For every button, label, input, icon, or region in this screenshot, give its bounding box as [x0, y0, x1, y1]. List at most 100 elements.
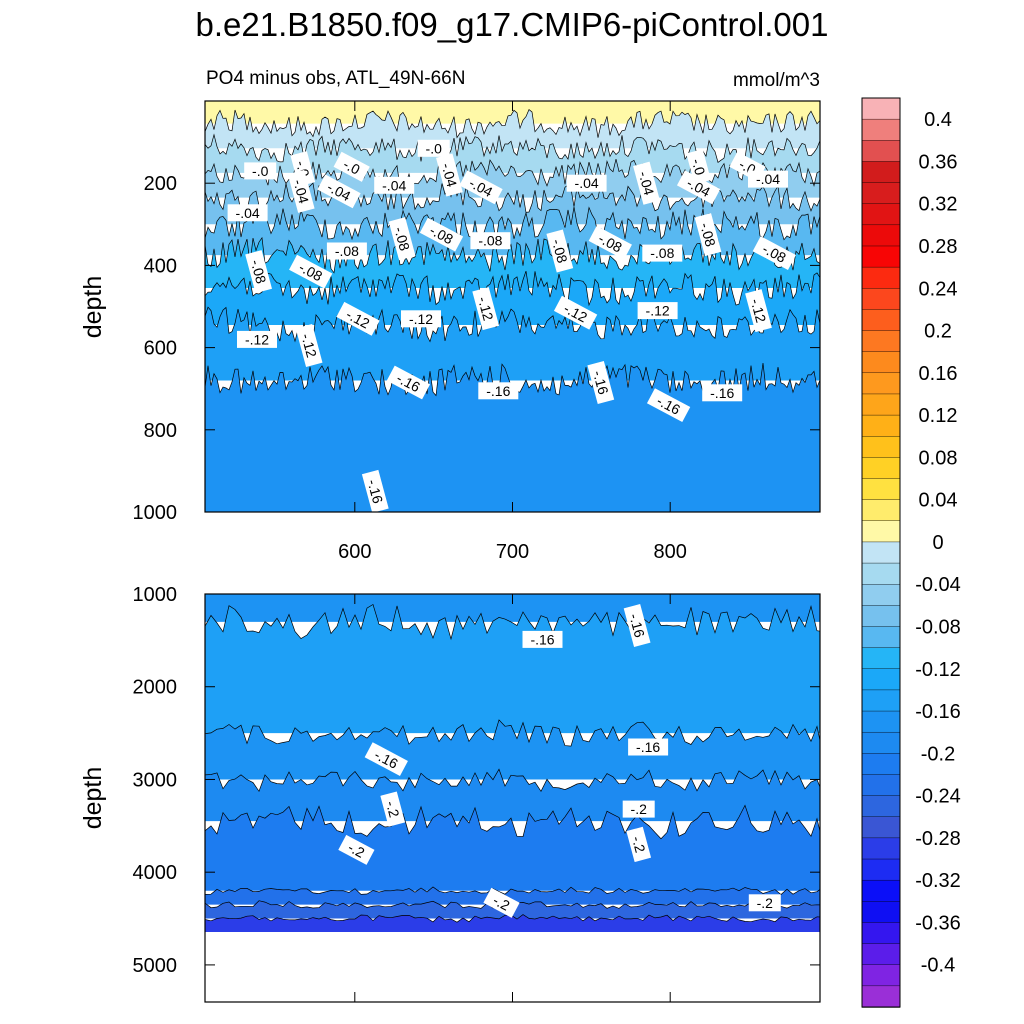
contour-label-text: -.04 [439, 161, 461, 189]
contour-label-box [417, 139, 450, 157]
contour-label: -.08 [470, 232, 511, 250]
contour-label: -.04 [566, 174, 607, 192]
contour-label-box [326, 242, 367, 260]
contour-band [205, 719, 820, 780]
contour-line [205, 270, 820, 307]
contour-label-text: -.04 [382, 177, 406, 193]
colorbar-segment [861, 266, 901, 289]
colorbar-segment [861, 858, 901, 881]
upper-subtitle: PO4 minus obs, ATL_49N-66N [206, 68, 465, 89]
contour-label-text: -.08 [391, 225, 413, 253]
contour-band [205, 805, 820, 891]
contour-label-box [587, 360, 615, 405]
contour-label-box [227, 204, 268, 222]
contour-label-box [522, 630, 563, 648]
contour-label-box [401, 310, 441, 328]
contour-label-text: -.08 [549, 237, 571, 265]
colorbar-label: 0 [932, 532, 943, 554]
contour-label-box [245, 250, 272, 294]
contour-label-text: -.12 [748, 297, 770, 325]
contour-label: -.12 [472, 287, 500, 331]
contour-label-text: -.12 [245, 331, 269, 347]
contour-label-box [338, 834, 375, 865]
contour-label: -.08 [326, 242, 367, 260]
contour-label-box [637, 302, 678, 320]
x-tick-label: 800 [654, 541, 687, 563]
contour-label: -.08 [245, 250, 272, 294]
contour-label-text: -.0 [341, 156, 363, 178]
colorbar-segment [861, 478, 901, 501]
contour-label: -.08 [388, 217, 416, 261]
contour-label: -.04 [633, 161, 660, 205]
upper-y-ticks: 200 400 600 800 1000 [133, 173, 820, 524]
colorbar-segment [861, 140, 901, 163]
colorbar-label: -0.2 [921, 743, 955, 765]
colorbar-segment [861, 330, 901, 353]
contour-label: -.2 [483, 887, 520, 918]
contour-label-box [336, 301, 380, 336]
colorbar-label: -0.16 [915, 701, 961, 723]
colorbar-label: 0.4 [924, 109, 952, 131]
contour-label: -.16 [364, 742, 408, 776]
contour-line [205, 914, 820, 923]
contour-label: -.2 [380, 791, 406, 827]
colorbar-segment [861, 499, 901, 522]
contour-label-text: -.04 [756, 171, 780, 187]
y-tick-label: 4000 [133, 862, 178, 884]
upper-x-ticks: 600 700 800 [338, 101, 687, 563]
colorbar-segment [861, 118, 901, 141]
contour-label-text: -.12 [409, 311, 433, 327]
contour-label-text: -.2 [631, 801, 648, 817]
colorbar-segment [861, 985, 901, 1008]
colorbar-label: 0.24 [919, 278, 958, 300]
contour-label: -.12 [401, 310, 441, 328]
colorbar-segment [861, 372, 901, 395]
contour-label: -.12 [237, 330, 277, 348]
contour-label-text: -.12 [475, 295, 497, 323]
contour-label-box [317, 174, 361, 209]
lower-contour-lines [205, 603, 820, 923]
colorbar-segment [861, 943, 901, 966]
contour-label-box [436, 153, 463, 197]
contour-label-text: -.2 [345, 839, 367, 861]
contour-label: -.08 [694, 213, 722, 257]
contour-label: -.2 [622, 800, 655, 818]
contour-band [205, 109, 820, 149]
contour-label-text: -.04 [236, 205, 260, 221]
contour-label: -.2 [748, 894, 781, 912]
contour-label: -.0 [417, 139, 450, 157]
lower-contour-fill [205, 594, 820, 932]
contour-label: -.12 [637, 302, 678, 320]
contour-label: -.16 [361, 469, 389, 513]
contour-label-text: -.16 [486, 383, 510, 399]
colorbar-segment [861, 689, 901, 712]
contour-band [205, 769, 820, 822]
contour-label: -.04 [436, 153, 463, 197]
contour-line [205, 109, 820, 139]
lower-y-axis-label: depth [79, 767, 107, 830]
contour-label-box [748, 894, 781, 912]
contour-label-box [623, 603, 651, 648]
contour-label: -.08 [642, 244, 683, 262]
y-tick-label: 3000 [133, 769, 178, 791]
contour-label: -.16 [522, 630, 563, 648]
colorbar-segment [861, 879, 901, 902]
contour-label-text: -.16 [626, 612, 648, 640]
contour-label-box [546, 229, 574, 273]
contour-label: -.16 [628, 738, 669, 756]
contour-label-box [566, 174, 607, 192]
y-tick-label: 1000 [133, 584, 178, 606]
contour-label-text: -.04 [636, 169, 658, 197]
contour-label-box [628, 738, 669, 756]
contour-label-box [642, 244, 683, 262]
contour-label-text: -.16 [364, 478, 386, 506]
contour-label: -.04 [374, 176, 415, 194]
contour-label-box [364, 742, 408, 776]
contour-label-text: -.2 [491, 892, 513, 914]
contour-label: -.12 [295, 323, 323, 368]
colorbar-segment [861, 520, 901, 543]
colorbar-label: -0.24 [915, 786, 961, 808]
colorbar-label: -0.12 [915, 659, 961, 681]
colorbar-segment [861, 584, 901, 607]
colorbar-frame [861, 97, 901, 1008]
